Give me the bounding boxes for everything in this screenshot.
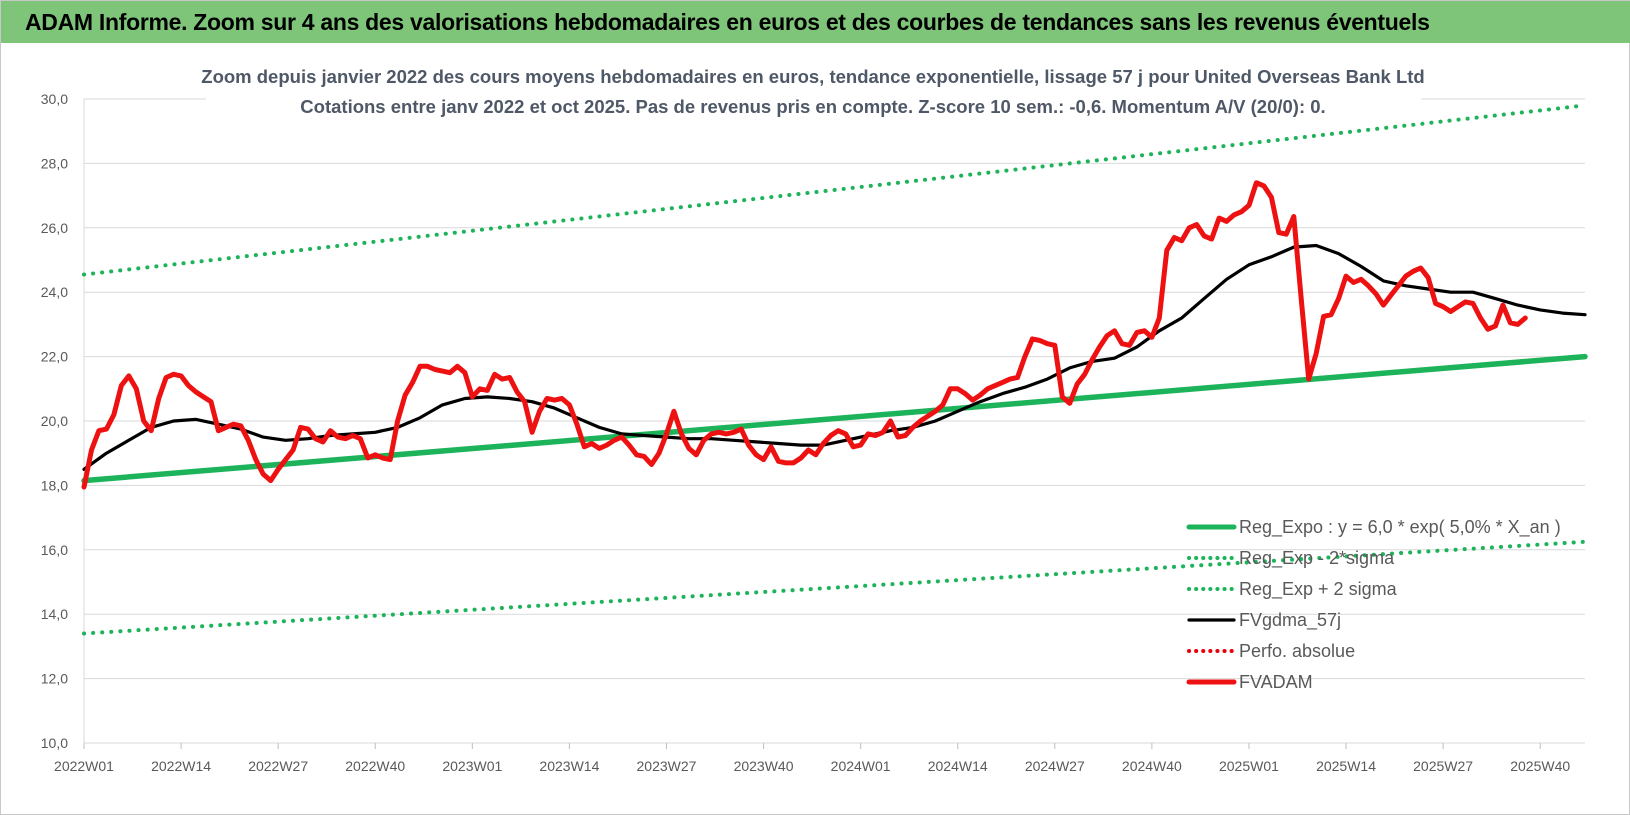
report-banner: ADAM Informe. Zoom sur 4 ans des valoris… xyxy=(1,1,1630,43)
x-tick-label: 2025W01 xyxy=(1219,758,1279,774)
y-tick-label: 16,0 xyxy=(41,542,68,558)
y-tick-label: 26,0 xyxy=(41,220,68,236)
gridlines xyxy=(83,98,1585,749)
legend-label: Perfo. absolue xyxy=(1239,641,1355,661)
x-tick-label: 2023W27 xyxy=(637,758,697,774)
y-tick-label: 20,0 xyxy=(41,413,68,429)
report-title: ADAM Informe. Zoom sur 4 ans des valoris… xyxy=(25,9,1430,35)
y-tick-label: 12,0 xyxy=(41,671,68,687)
x-tick-label: 2024W40 xyxy=(1122,758,1182,774)
x-tick-label: 2022W40 xyxy=(345,758,405,774)
x-tick-label: 2024W27 xyxy=(1025,758,1085,774)
x-tick-label: 2022W27 xyxy=(248,758,308,774)
x-tick-label: 2023W40 xyxy=(734,758,794,774)
legend: Reg_Expo : y = 6,0 * exp( 5,0% * X_an ) R… xyxy=(1186,517,1561,692)
series-line-0 xyxy=(81,353,1588,484)
y-tick-label: 14,0 xyxy=(41,606,68,622)
x-tick-label: 2025W14 xyxy=(1316,758,1376,774)
x-tick-label: 2025W40 xyxy=(1510,758,1570,774)
y-tick-label: 18,0 xyxy=(41,477,68,493)
x-tick-label: 2023W01 xyxy=(442,758,502,774)
x-tick-label: 2022W14 xyxy=(151,758,211,774)
x-tick-label: 2023W14 xyxy=(539,758,599,774)
x-tick-label: 2024W01 xyxy=(831,758,891,774)
x-tick-label: 2024W14 xyxy=(928,758,988,774)
y-axis-tick-labels: 10,0 12,0 14,0 16,0 18,0 20,0 22,0 24,0 26,0 28,0… xyxy=(41,91,68,751)
x-tick-label: 2025W27 xyxy=(1413,758,1473,774)
y-tick-label: 28,0 xyxy=(41,155,68,171)
legend-label: FVgdma_57j xyxy=(1239,610,1341,631)
series-lines xyxy=(81,103,1588,636)
legend-label: Reg_Exp + 2 sigma xyxy=(1239,579,1398,600)
y-tick-label: 10,0 xyxy=(41,735,68,751)
title-background xyxy=(206,59,1421,123)
legend-label: Reg_Expo : y = 6,0 * exp( 5,0% * X_an ) xyxy=(1239,517,1561,538)
chart-title: Zoom depuis janvier 2022 des cours moyen… xyxy=(201,66,1424,87)
legend-label: Reg_Exp - 2*sigma xyxy=(1239,548,1395,569)
y-tick-label: 22,0 xyxy=(41,349,68,365)
series-line-2 xyxy=(82,103,1587,277)
legend-label: FVADAM xyxy=(1239,672,1313,692)
line-chart: 10,0 12,0 14,0 16,0 18,0 20,0 22,0 24,0 26,0 28,0… xyxy=(41,59,1588,774)
chart-subtitle: Cotations entre janv 2022 et oct 2025. P… xyxy=(300,96,1325,117)
x-axis-tick-labels: 2022W01 2022W14 2022W27 2022W40 2023W01 2023W… xyxy=(54,758,1570,774)
y-tick-label: 24,0 xyxy=(41,284,68,300)
x-tick-label: 2022W01 xyxy=(54,758,114,774)
y-tick-label: 30,0 xyxy=(41,91,68,107)
series-line-5 xyxy=(81,180,1528,490)
